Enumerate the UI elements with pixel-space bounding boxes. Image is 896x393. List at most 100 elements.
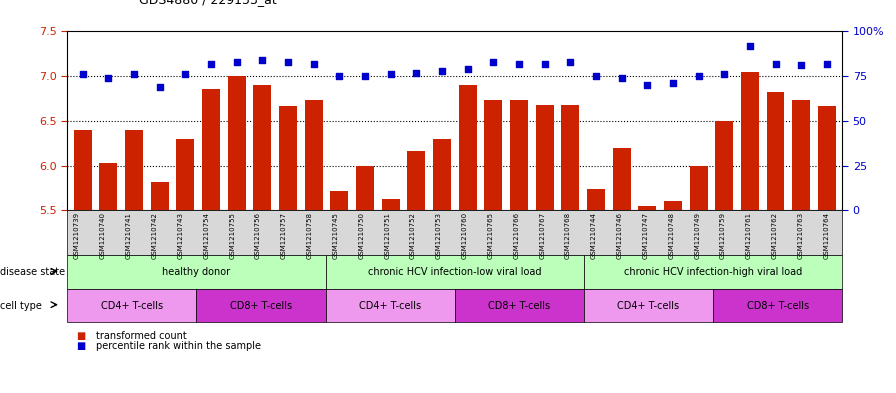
Bar [664,201,682,210]
Point [820,61,834,67]
Text: GSM1210753: GSM1210753 [435,212,442,259]
Text: GSM1210762: GSM1210762 [771,212,778,259]
Bar [408,151,426,210]
Point [101,75,116,81]
Point [178,71,193,77]
Text: GSM1210739: GSM1210739 [74,212,80,259]
Text: GSM1210742: GSM1210742 [151,212,158,259]
Text: GSM1210744: GSM1210744 [590,212,597,259]
Text: GSM1210748: GSM1210748 [668,212,675,259]
Bar [125,130,142,210]
Point [769,61,783,67]
Text: GDS4880 / 229153_at: GDS4880 / 229153_at [139,0,277,6]
Point [409,70,424,76]
Text: GSM1210768: GSM1210768 [565,212,571,259]
Point [794,62,808,68]
Text: GSM1210740: GSM1210740 [100,212,106,259]
Point [692,73,706,79]
Text: GSM1210754: GSM1210754 [203,212,210,259]
Point [332,73,347,79]
Bar [331,191,349,210]
Text: CD8+ T-cells: CD8+ T-cells [230,301,292,310]
Point [229,59,244,65]
Text: CD4+ T-cells: CD4+ T-cells [617,301,679,310]
Bar [510,100,528,210]
Text: GSM1210767: GSM1210767 [539,212,545,259]
Bar [613,148,631,210]
Text: GSM1210760: GSM1210760 [461,212,468,259]
Point [126,71,141,77]
Point [640,82,654,88]
Bar [459,85,477,210]
Point [280,59,295,65]
Text: GSM1210756: GSM1210756 [255,212,261,259]
Text: GSM1210757: GSM1210757 [280,212,287,259]
Text: GSM1210755: GSM1210755 [229,212,235,259]
Point [435,68,449,74]
Text: GSM1210761: GSM1210761 [745,212,752,259]
Bar [305,100,323,210]
Text: CD4+ T-cells: CD4+ T-cells [359,301,421,310]
Bar [177,139,194,210]
Text: GSM1210751: GSM1210751 [384,212,390,259]
Bar [690,165,708,210]
Point [563,59,577,65]
Bar [741,72,759,210]
Point [512,61,526,67]
Bar [99,163,117,210]
Text: GSM1210746: GSM1210746 [616,212,623,259]
Text: GSM1210763: GSM1210763 [797,212,804,259]
Bar [767,92,785,210]
Bar [279,106,297,210]
Text: GSM1210743: GSM1210743 [177,212,184,259]
Bar [433,139,451,210]
Point [538,61,552,67]
Bar [638,206,656,210]
Text: GSM1210764: GSM1210764 [823,212,830,259]
Point [306,61,321,67]
Point [75,71,90,77]
Point [743,42,757,49]
Text: CD4+ T-cells: CD4+ T-cells [100,301,163,310]
Bar [151,182,168,210]
Point [203,61,218,67]
Text: disease state: disease state [0,267,65,277]
Text: GSM1210741: GSM1210741 [125,212,132,259]
Text: GSM1210749: GSM1210749 [694,212,700,259]
Text: GSM1210759: GSM1210759 [720,212,726,259]
Bar [254,85,271,210]
Text: ■: ■ [76,341,85,351]
Text: GSM1210765: GSM1210765 [487,212,494,259]
Bar [202,89,220,210]
Text: chronic HCV infection-high viral load: chronic HCV infection-high viral load [624,267,802,277]
Text: healthy donor: healthy donor [162,267,230,277]
Text: ■: ■ [76,331,85,341]
Point [461,66,475,72]
Point [358,73,372,79]
Bar [382,198,400,210]
Text: percentile rank within the sample: percentile rank within the sample [96,341,261,351]
Bar [356,167,374,210]
Point [615,75,629,81]
Text: transformed count: transformed count [96,331,186,341]
Bar [587,189,605,210]
Bar [715,121,733,210]
Text: CD8+ T-cells: CD8+ T-cells [746,301,809,310]
Text: GSM1210766: GSM1210766 [513,212,520,259]
Point [666,80,680,86]
Text: GSM1210752: GSM1210752 [410,212,416,259]
Text: GSM1210750: GSM1210750 [358,212,365,259]
Point [486,59,500,65]
Text: GSM1210747: GSM1210747 [642,212,649,259]
Point [255,57,270,63]
Bar [73,130,91,210]
Text: GSM1210758: GSM1210758 [306,212,313,259]
Bar [484,100,502,210]
Bar [228,76,246,210]
Text: CD8+ T-cells: CD8+ T-cells [488,301,550,310]
Text: GSM1210745: GSM1210745 [332,212,339,259]
Bar [536,105,554,210]
Bar [792,100,810,210]
Text: cell type: cell type [0,301,42,310]
Text: chronic HCV infection-low viral load: chronic HCV infection-low viral load [368,267,541,277]
